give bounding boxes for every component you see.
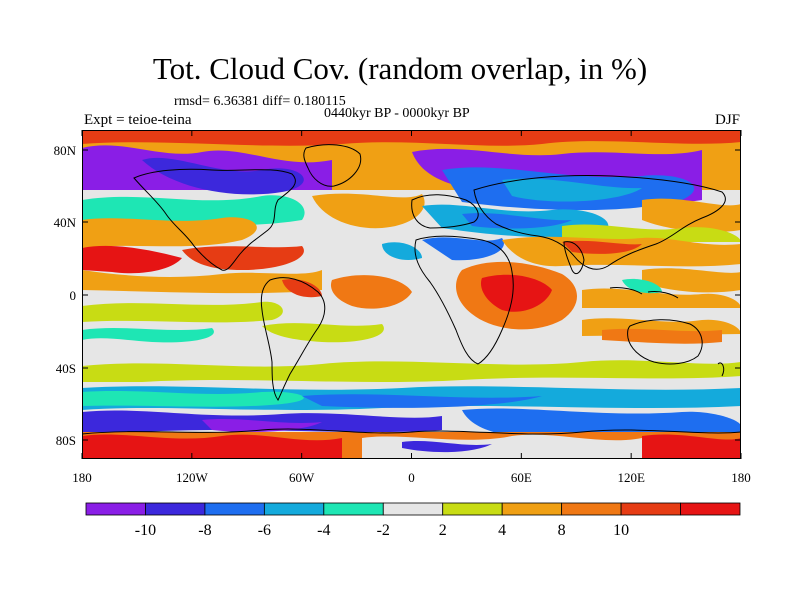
y-tick-label: 40N	[54, 215, 77, 230]
plot-title: Tot. Cloud Cov. (random overlap, in %)	[152, 51, 648, 86]
season-label: DJF	[714, 112, 740, 128]
cloud-cover-map	[82, 130, 741, 459]
x-tick-label: 180	[72, 470, 92, 485]
colorbar-label: -2	[377, 522, 390, 539]
x-tick-label: 60W	[289, 470, 315, 485]
colorbar-label: 10	[613, 522, 629, 539]
x-tick-label: 60E	[511, 470, 532, 485]
colorbar-segment	[204, 502, 265, 516]
x-tick-label: 120E	[617, 470, 645, 485]
colorbar-segment	[620, 502, 681, 516]
colorbar-segment	[263, 502, 325, 516]
colorbar-segment	[145, 502, 206, 516]
time-period-label: 0440kyr BP - 0000kyr BP	[324, 106, 470, 121]
colorbar-segment	[561, 502, 622, 516]
colorbar-label: 8	[558, 522, 566, 539]
colorbar-segment	[680, 502, 741, 516]
colorbar-label: 2	[439, 522, 447, 539]
colorbar-label: -4	[317, 522, 330, 539]
x-tick-label: 180	[731, 470, 751, 485]
statistics-label: rmsd= 6.36381 diff= 0.180115	[174, 94, 346, 109]
y-tick-label: 40S	[56, 361, 76, 376]
x-tick-label: 0	[408, 470, 415, 485]
colorbar-segment	[382, 502, 444, 516]
colorbar-segment	[323, 502, 384, 516]
colorbar-label: -6	[258, 522, 271, 539]
y-tick-label: 80N	[54, 143, 77, 158]
colorbar-segment	[501, 502, 563, 516]
colorbar-segment	[442, 502, 503, 516]
y-tick-label: 80S	[56, 433, 76, 448]
colorbar-label: 4	[498, 522, 506, 539]
x-tick-label: 120W	[176, 470, 209, 485]
experiment-label: Expt = teioe-teina	[84, 112, 192, 128]
coastlines	[82, 144, 741, 435]
colorbar-label: -10	[135, 522, 156, 539]
y-tick-label: 0	[70, 288, 77, 303]
colorbar-label: -8	[198, 522, 211, 539]
colorbar-segment	[85, 502, 146, 516]
